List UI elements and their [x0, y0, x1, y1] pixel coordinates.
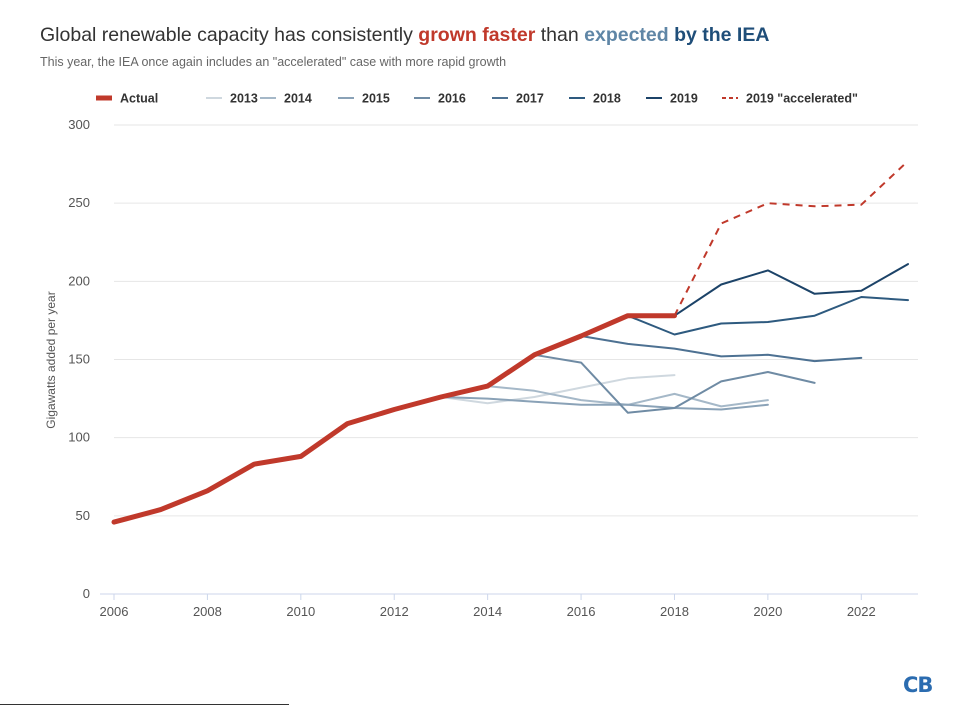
legend-label[interactable]: 2015	[362, 92, 390, 106]
series-line-2017	[580, 335, 863, 363]
x-tick-label: 2010	[286, 604, 315, 619]
x-tick-label: 2016	[567, 604, 596, 619]
x-tick-label: 2018	[660, 604, 689, 619]
legend-label[interactable]: 2016	[438, 92, 466, 106]
y-tick-label: 300	[68, 117, 90, 132]
y-tick-label: 100	[68, 430, 90, 445]
chart-grid	[114, 124, 918, 517]
series-line-2018	[626, 296, 909, 336]
chart-title: Global renewable capacity has consistent…	[40, 24, 770, 46]
y-axis-label: Gigawatts added per year	[44, 291, 58, 428]
y-tick-label: 150	[68, 352, 90, 367]
legend-label[interactable]: 2019	[670, 92, 698, 106]
legend-label[interactable]: 2019 "accelerated"	[746, 92, 858, 106]
footer-divider	[0, 704, 289, 705]
title-highlight-iea: by the IEA	[674, 24, 770, 46]
series-line-2013	[439, 374, 676, 405]
title-highlight-grown-faster: grown faster	[418, 24, 536, 46]
legend-label[interactable]: 2018	[593, 92, 621, 106]
chart-subtitle: This year, the IEA once again includes a…	[40, 55, 507, 69]
x-tick-label: 2020	[753, 604, 782, 619]
y-tick-label: 0	[83, 586, 90, 601]
series-line-2019	[673, 263, 909, 317]
y-tick-label: 250	[68, 195, 90, 210]
series-line-2015	[439, 396, 769, 411]
series-line-2014	[486, 385, 769, 408]
legend-label[interactable]: Actual	[120, 92, 158, 106]
x-tick-label: 2006	[100, 604, 129, 619]
legend-label[interactable]: 2014	[284, 92, 312, 106]
x-tick-label: 2012	[380, 604, 409, 619]
title-highlight-expected: expected	[584, 24, 669, 46]
chart-legend: Actual 2013 2014 2015 2016 2017 2018 2019 2019 "…	[96, 92, 858, 106]
series-line-2016	[533, 353, 816, 414]
x-tick-label: 2022	[847, 604, 876, 619]
series-line-actual	[111, 313, 677, 525]
legend-label[interactable]: 2013	[230, 92, 258, 106]
carbon-brief-logo: CB	[903, 673, 933, 697]
x-tick-label: 2008	[193, 604, 222, 619]
y-tick-label: 200	[68, 273, 90, 288]
legend-label[interactable]: 2017	[516, 92, 544, 106]
chart-lines	[111, 160, 909, 525]
chart-axes: 0 50 100 150 200 250 300 2006 2008 2010 2012 2014 20…	[68, 117, 918, 619]
y-tick-label: 50	[76, 508, 90, 523]
x-tick-label: 2014	[473, 604, 502, 619]
